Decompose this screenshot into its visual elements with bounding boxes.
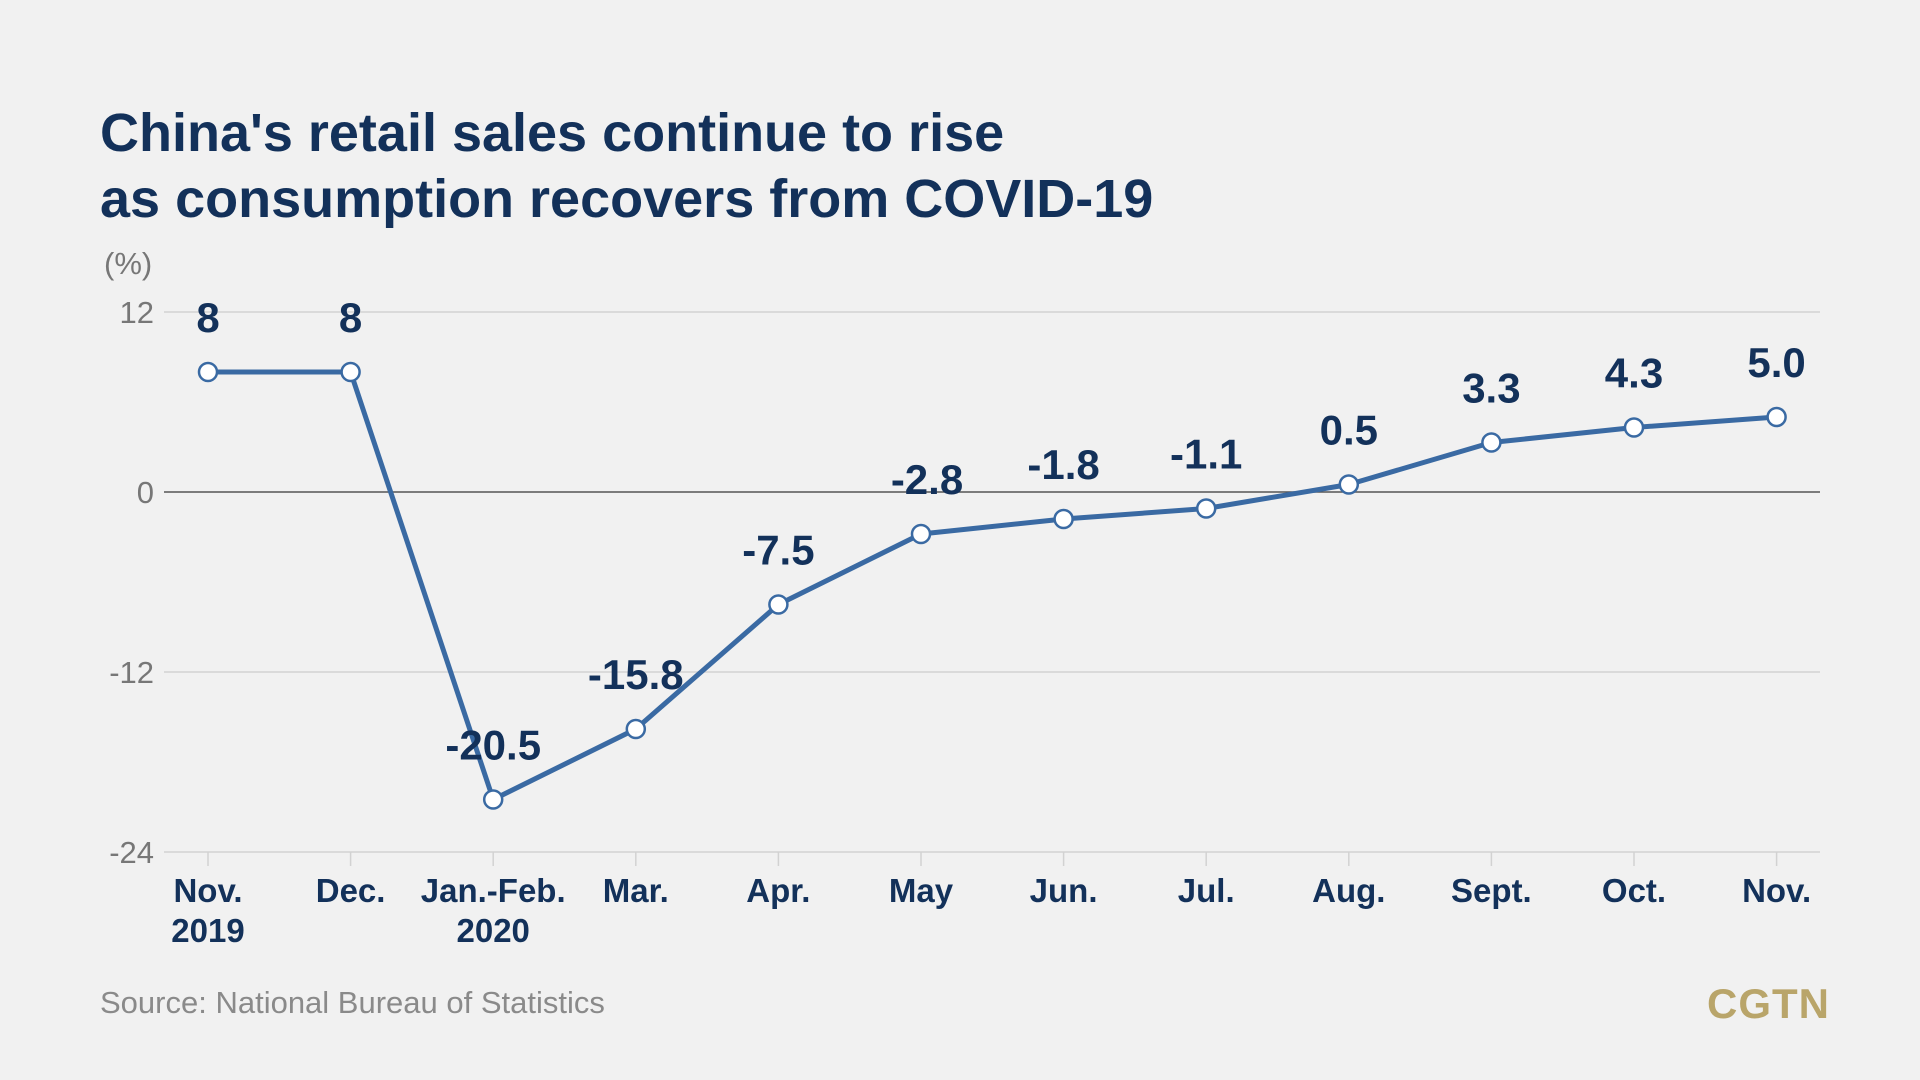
x-tick-label: Jul.	[1178, 872, 1235, 909]
data-label: 8	[196, 294, 219, 341]
data-point	[768, 594, 789, 615]
x-tick-label-line: Dec.	[316, 872, 386, 909]
x-tick-label-line: Aug.	[1312, 872, 1385, 909]
chart-title-line-2: as consumption recovers from COVID-19	[100, 169, 1154, 229]
x-tick-label: Sept.	[1451, 872, 1532, 909]
data-point	[1766, 406, 1787, 428]
data-label: -2.8	[891, 456, 963, 503]
y-axis-unit-label: (%)	[104, 246, 153, 281]
x-tick-label: Jan.-Feb. 2020	[421, 872, 566, 949]
x-tick-label-line: 2020	[456, 912, 529, 949]
data-point	[197, 361, 219, 383]
y-tick-label: -12	[109, 655, 154, 690]
data-label: 8	[339, 294, 362, 341]
series-line	[205, 369, 1780, 802]
x-tick-label: Oct.	[1602, 872, 1666, 909]
x-tick-label-line: Jan.-Feb.	[421, 872, 566, 909]
source-note: Source: National Bureau of Statistics	[100, 985, 605, 1020]
data-point	[910, 523, 932, 545]
data-point	[482, 789, 504, 810]
data-label: -20.5	[445, 722, 541, 769]
x-tick-label: Nov. 2019	[171, 872, 244, 949]
data-point	[1053, 508, 1074, 530]
x-tick-label-line: Jul.	[1178, 872, 1235, 909]
data-label: 3.3	[1462, 365, 1520, 412]
data-labels: 8 8 -20.5 -15.8 -7.5 -2.8 -1.8 -1.1 0.5 3.3 4.3 5.0	[196, 294, 1805, 769]
x-tick-label-line: Nov.	[1742, 872, 1811, 909]
data-point	[1623, 417, 1645, 438]
y-tick-label: 0	[137, 475, 154, 510]
x-tick-label: Nov.	[1742, 872, 1811, 909]
x-tick-label-line: May	[889, 872, 954, 909]
y-axis-tick-labels: 12 0 -12 -24	[109, 295, 154, 870]
x-axis-ticks	[207, 852, 1778, 866]
x-tick-label: Mar.	[603, 872, 669, 909]
data-point	[1338, 474, 1360, 495]
x-tick-label-line: 2019	[171, 912, 244, 949]
chart-title-line-1: China's retail sales continue to rise	[100, 103, 1005, 163]
y-tick-label: 12	[120, 295, 154, 330]
chart-title: China's retail sales continue to rise as…	[100, 100, 1153, 232]
chart-series	[205, 369, 1780, 802]
x-tick-label-line: Jun.	[1030, 872, 1098, 909]
data-label: -1.1	[1170, 431, 1242, 478]
data-point	[340, 361, 361, 383]
x-tick-label-line: Mar.	[603, 872, 669, 909]
cgtn-logo: CGTN	[1707, 980, 1830, 1027]
x-tick-label-line: Nov.	[173, 872, 242, 909]
data-point	[1481, 432, 1502, 453]
data-label: 4.3	[1605, 350, 1663, 397]
data-point	[1195, 498, 1217, 519]
data-label: -7.5	[742, 527, 814, 574]
chart-points	[197, 361, 1787, 810]
x-tick-label-line: Sept.	[1451, 872, 1532, 909]
x-tick-label-line: Apr.	[746, 872, 810, 909]
x-tick-label: May	[889, 872, 954, 909]
y-tick-label: -24	[109, 835, 154, 870]
chart-grid	[164, 311, 1820, 853]
x-tick-label-line: Oct.	[1602, 872, 1666, 909]
data-label: -1.8	[1027, 441, 1099, 488]
x-tick-label: Aug.	[1312, 872, 1385, 909]
x-tick-label: Jun.	[1030, 872, 1098, 909]
data-label: -15.8	[588, 651, 684, 698]
data-label: 0.5	[1320, 407, 1378, 454]
x-tick-label: Dec.	[316, 872, 386, 909]
data-label: 5.0	[1747, 339, 1805, 386]
data-point	[625, 718, 647, 740]
x-tick-label: Apr.	[746, 872, 810, 909]
